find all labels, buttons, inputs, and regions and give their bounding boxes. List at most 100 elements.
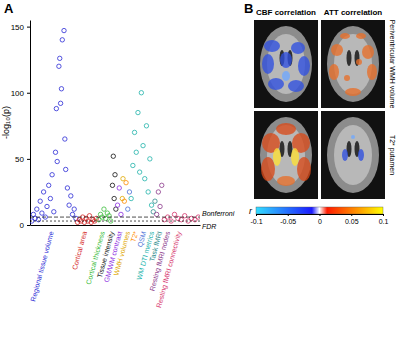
colorbar-tick-label: 0.05 — [345, 218, 359, 225]
panel-b: BCBF correlationATT correlationPeriventr… — [244, 1, 396, 225]
point — [156, 190, 160, 194]
colorbar-tick-mark — [256, 214, 257, 216]
point — [35, 207, 39, 211]
point — [40, 211, 44, 215]
colorbar — [256, 207, 383, 214]
colorbar-tick-mark — [288, 214, 289, 216]
correlation-blob — [367, 64, 377, 80]
point — [38, 199, 42, 203]
series — [30, 28, 78, 223]
colorbar-axis-line — [257, 214, 384, 215]
point — [153, 199, 157, 203]
point — [143, 177, 147, 181]
group-label: WMH volumes — [113, 230, 132, 276]
series — [162, 212, 200, 223]
point — [47, 183, 51, 187]
brain-map — [254, 111, 318, 199]
brain-outline — [327, 26, 379, 102]
y-tick: 0 — [20, 221, 30, 230]
point — [41, 190, 45, 194]
point — [136, 110, 140, 114]
correlation-blob — [356, 33, 366, 39]
colorbar-tick-mark — [320, 214, 321, 216]
point — [126, 207, 130, 211]
correlation-blob — [342, 149, 348, 161]
series — [151, 199, 157, 214]
point — [59, 87, 63, 91]
point — [137, 170, 141, 174]
correlation-blob — [282, 71, 290, 81]
colorbar-tick: 0.1 — [379, 214, 389, 225]
series — [154, 183, 164, 216]
map-background — [254, 111, 318, 199]
ventricle — [347, 50, 352, 66]
threshold-label: FDR — [202, 223, 216, 230]
column-title: CBF correlation — [256, 8, 316, 17]
point — [139, 91, 143, 95]
correlation-blob — [288, 80, 304, 92]
correlation-blob — [291, 42, 305, 54]
y-tick-label: 0 — [20, 221, 25, 230]
colorbar-tick: 0 — [318, 214, 322, 225]
points — [30, 28, 200, 224]
colorbar-tick-label: -0.05 — [280, 218, 296, 225]
brain-map — [321, 20, 385, 108]
point — [154, 212, 158, 216]
panel-letter: A — [4, 1, 14, 16]
point — [55, 159, 59, 163]
colorbar-tick-label: 0.1 — [379, 218, 389, 225]
point — [148, 157, 152, 161]
colorbar-tick: -0.05 — [280, 214, 296, 225]
correlation-blob — [268, 78, 284, 90]
point — [117, 186, 121, 190]
point — [58, 56, 62, 60]
group-label: Regional tissue volume — [29, 230, 55, 302]
map-background — [321, 20, 385, 108]
brain-map — [254, 20, 318, 108]
point — [112, 196, 116, 200]
threshold-label: Bonferroni — [202, 210, 235, 217]
y-tick: 150 — [11, 23, 30, 32]
brain-map — [321, 111, 385, 199]
point — [158, 204, 162, 208]
correlation-blob — [261, 157, 275, 181]
correlation-blob — [331, 44, 343, 56]
y-tick-label: 100 — [11, 89, 25, 98]
correlation-blob — [273, 148, 281, 166]
colorbar-axis: -0.1-0.0500.050.1 — [250, 214, 388, 225]
y-tick: 100 — [11, 89, 30, 98]
y-tick-mark — [27, 159, 30, 160]
point — [110, 183, 114, 187]
point — [115, 203, 119, 207]
panel-letter: B — [244, 1, 253, 16]
point — [65, 186, 69, 190]
point — [57, 64, 61, 68]
correlation-blob — [276, 123, 296, 135]
point — [48, 196, 52, 200]
brain-outline — [260, 26, 312, 102]
threshold-line — [30, 221, 200, 222]
brain-outline — [327, 117, 379, 193]
point — [141, 143, 145, 147]
point — [70, 212, 74, 216]
map-background — [321, 111, 385, 199]
x-axis — [31, 225, 201, 226]
correlation-blob — [262, 54, 274, 74]
colorbar-tick-mark — [351, 214, 352, 216]
point — [144, 124, 148, 128]
point — [60, 38, 64, 42]
y-axis-line — [30, 21, 31, 226]
point — [113, 173, 117, 177]
point — [131, 163, 135, 167]
y-tick-mark — [27, 27, 30, 28]
row-title: Periventricular WMH volume — [389, 20, 396, 109]
y-tick-label: 50 — [15, 155, 24, 164]
point — [119, 212, 123, 216]
colorbar-tick-mark — [383, 214, 384, 216]
correlation-blob — [277, 176, 295, 186]
y-tick: 50 — [15, 155, 30, 164]
point — [122, 199, 126, 203]
correlation-blob — [264, 40, 280, 52]
group-label: Resting fMRI connectivity — [155, 230, 183, 309]
point — [172, 212, 176, 216]
